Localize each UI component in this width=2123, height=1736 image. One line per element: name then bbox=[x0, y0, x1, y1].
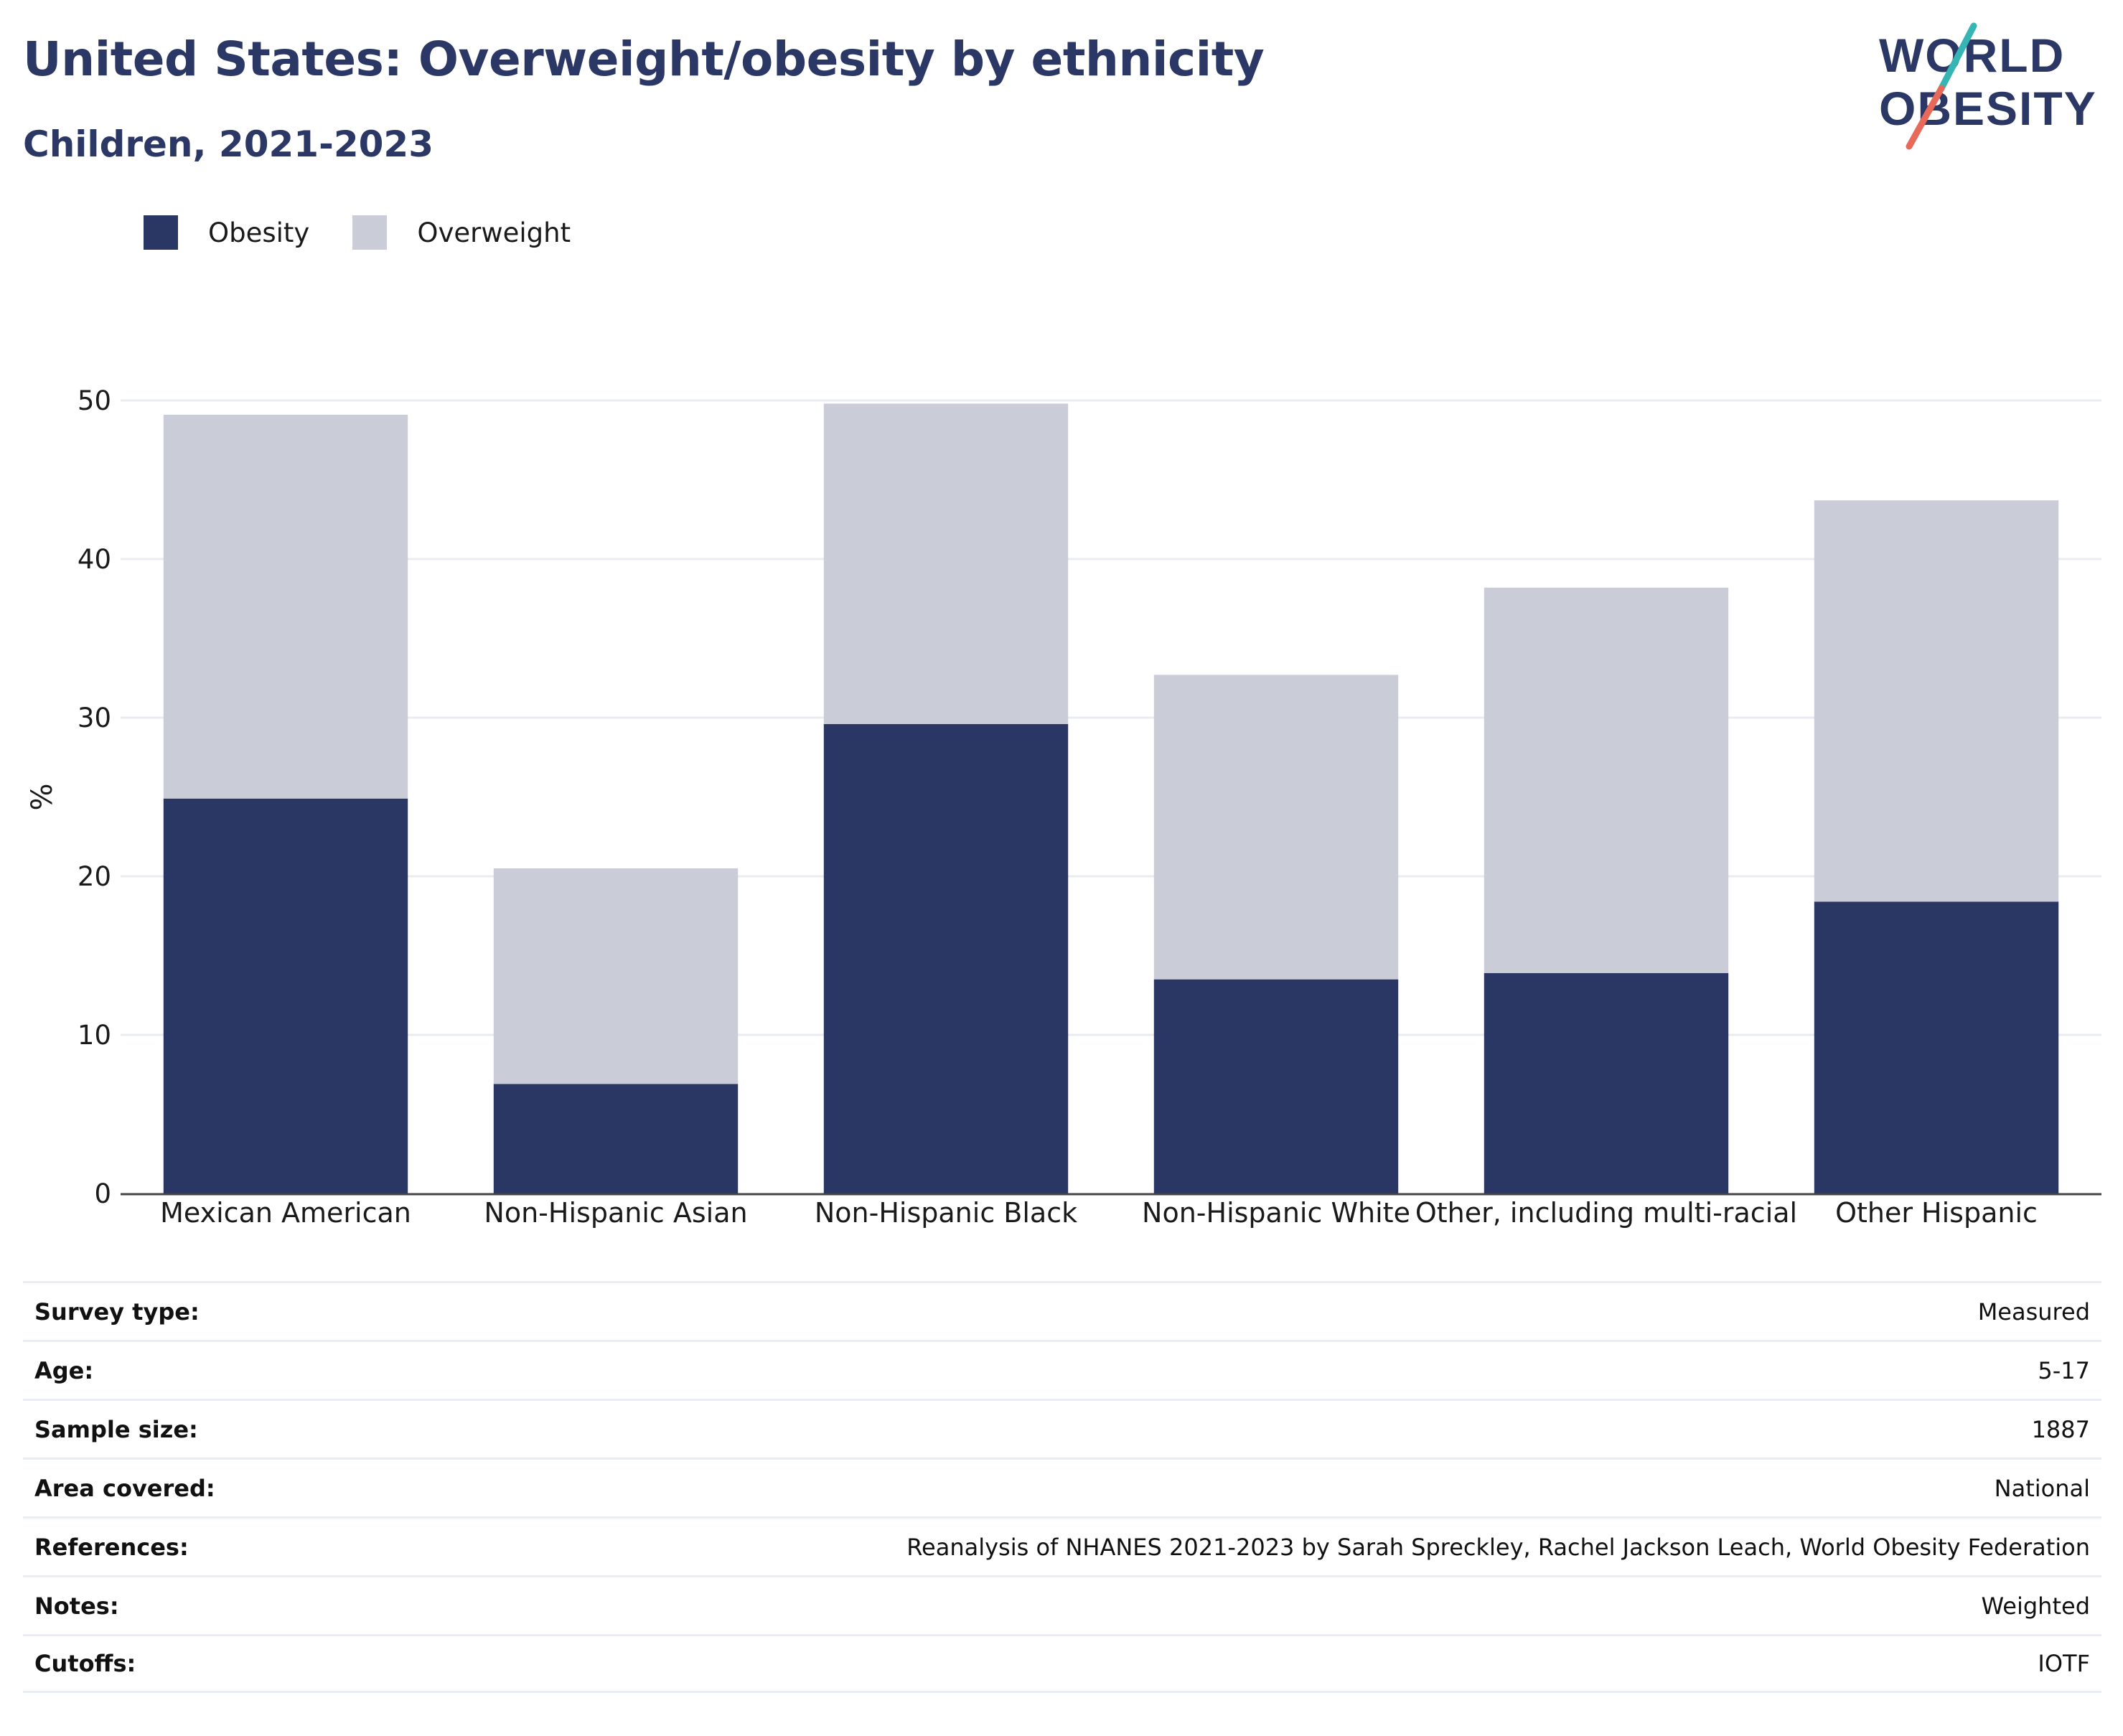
legend-item-obesity[interactable]: Obesity bbox=[144, 215, 309, 250]
metadata-key: Sample size: bbox=[34, 1415, 198, 1443]
metadata-key: Age: bbox=[34, 1356, 94, 1384]
y-tick-label: 50 bbox=[78, 385, 111, 416]
metadata-row: Survey type: Measured bbox=[23, 1281, 2101, 1340]
bar-obesity-2 bbox=[493, 1084, 739, 1193]
metadata-value: 5-17 bbox=[2038, 1356, 2090, 1384]
x-tick-label: Non-Hispanic White bbox=[1142, 1197, 1410, 1229]
x-tick-label: Non-Hispanic Asian bbox=[484, 1197, 747, 1229]
bar-overweight-5 bbox=[1484, 587, 1729, 973]
y-tick-label: 0 bbox=[94, 1178, 111, 1209]
metadata-value: National bbox=[1994, 1474, 2090, 1502]
metadata-row: Notes: Weighted bbox=[23, 1575, 2101, 1634]
y-tick-label: 30 bbox=[78, 703, 111, 733]
legend-swatch-overweight bbox=[352, 215, 388, 250]
bar-overweight-3 bbox=[823, 403, 1069, 724]
x-tick-label: Non-Hispanic Black bbox=[815, 1197, 1077, 1229]
metadata-key: References: bbox=[34, 1533, 189, 1561]
metadata-key: Survey type: bbox=[34, 1298, 200, 1326]
legend-swatch-obesity bbox=[144, 215, 178, 250]
metadata-key: Area covered: bbox=[34, 1474, 215, 1502]
metadata-value: Reanalysis of NHANES 2021-2023 by Sarah … bbox=[906, 1533, 2090, 1561]
metadata-table: Survey type: Measured Age: 5-17 Sample size:… bbox=[23, 1281, 2101, 1693]
y-tick-label: 20 bbox=[78, 861, 111, 892]
bar-obesity-3 bbox=[823, 723, 1069, 1193]
bar-chart: 0 10 20 30 40 50% Mexican American Non-Hispanic… bbox=[26, 385, 2101, 1229]
metadata-value: Measured bbox=[1977, 1298, 2090, 1326]
metadata-key: Cutoffs: bbox=[34, 1650, 136, 1677]
x-tick-label: Mexican American bbox=[160, 1197, 411, 1229]
logo-line-1: WORLD bbox=[1879, 29, 2065, 82]
bar-overweight-2 bbox=[493, 868, 739, 1084]
logo-line-2: OBESITY bbox=[1879, 82, 2097, 135]
x-tick-label: Other, including multi-racial bbox=[1415, 1197, 1797, 1229]
world-obesity-logo: WORLD OBESITY bbox=[1879, 22, 2097, 150]
metadata-row: Area covered: National bbox=[23, 1458, 2101, 1516]
bar-obesity-1 bbox=[163, 798, 408, 1193]
x-tick-label: Other Hispanic bbox=[1835, 1197, 2038, 1229]
chart-subtitle: Children, 2021-2023 bbox=[23, 123, 433, 165]
metadata-value: IOTF bbox=[2038, 1650, 2090, 1677]
metadata-value: Weighted bbox=[1981, 1592, 2090, 1620]
bar-overweight-6 bbox=[1814, 500, 2059, 902]
bar-obesity-5 bbox=[1484, 972, 1729, 1193]
chart-legend: Obesity Overweight bbox=[144, 214, 614, 251]
y-axis-label: % bbox=[26, 783, 59, 810]
bar-overweight-4 bbox=[1153, 675, 1399, 980]
metadata-key: Notes: bbox=[34, 1592, 119, 1620]
legend-label-overweight: Overweight bbox=[417, 217, 571, 248]
metadata-row: Age: 5-17 bbox=[23, 1340, 2101, 1399]
y-tick-label: 10 bbox=[78, 1020, 111, 1051]
legend-label-obesity: Obesity bbox=[208, 217, 310, 248]
bar-overweight-1 bbox=[163, 414, 408, 799]
metadata-row: Sample size: 1887 bbox=[23, 1399, 2101, 1458]
legend-item-overweight[interactable]: Overweight bbox=[352, 215, 571, 250]
bar-obesity-6 bbox=[1814, 901, 2059, 1193]
metadata-value: 1887 bbox=[2031, 1415, 2090, 1443]
y-tick-label: 40 bbox=[78, 544, 111, 575]
chart-title: United States: Overweight/obesity by eth… bbox=[23, 32, 1265, 87]
bar-obesity-4 bbox=[1153, 979, 1399, 1193]
metadata-row: References: Reanalysis of NHANES 2021-202… bbox=[23, 1516, 2101, 1575]
metadata-row: Cutoffs: IOTF bbox=[23, 1634, 2101, 1693]
